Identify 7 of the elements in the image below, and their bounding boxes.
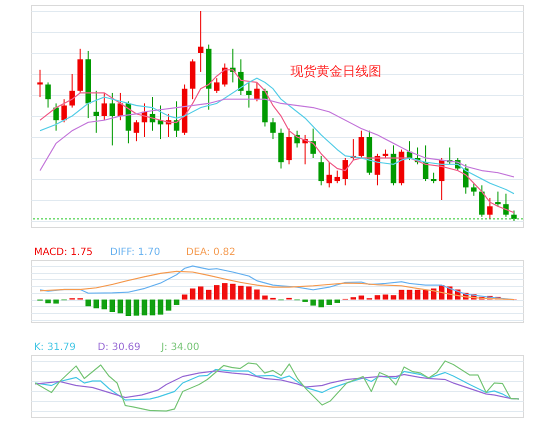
text: D: 30.69 — [98, 342, 140, 353]
text: MACD: 1.75 — [34, 247, 93, 258]
text: K: 31.79 — [34, 342, 76, 353]
series-label: DEA: 0.82 — [186, 247, 236, 258]
annotation: 现货黄金日线图 — [290, 64, 382, 80]
text: J: 34.00 — [160, 342, 200, 353]
text: DIFF: 1.70 — [110, 247, 160, 258]
